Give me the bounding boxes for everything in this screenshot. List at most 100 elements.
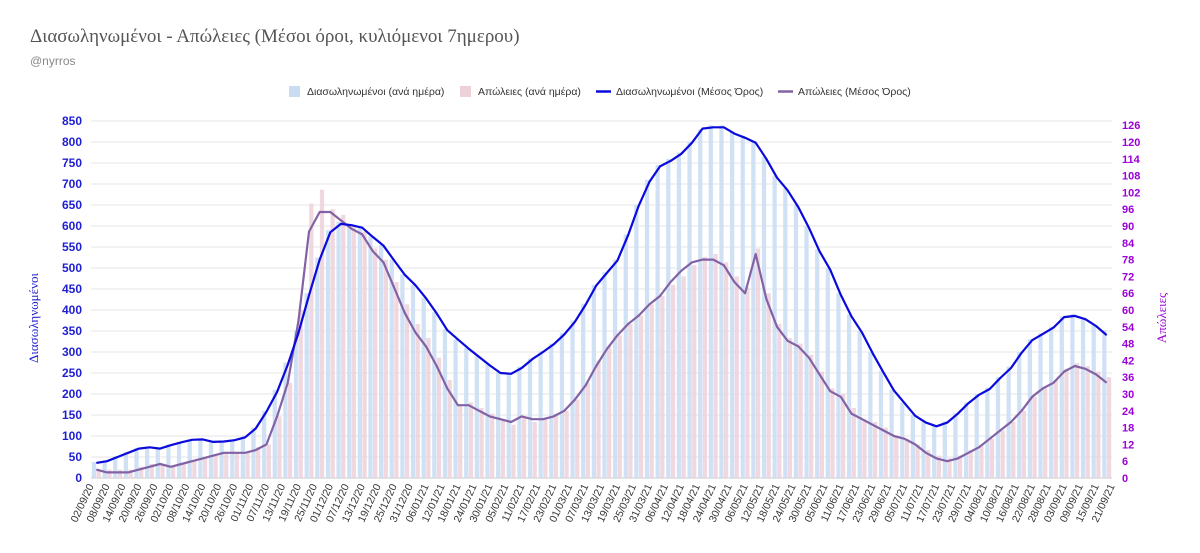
bar-deaths-daily xyxy=(298,310,303,478)
bar-intubated-daily xyxy=(464,347,469,478)
bar-deaths-daily xyxy=(521,416,527,478)
bar-deaths-daily xyxy=(330,209,335,478)
y-right-tick-label: 126 xyxy=(1122,120,1140,132)
y-right-tick-label: 6 xyxy=(1122,456,1128,468)
y-right-axis-title: Απώλειες xyxy=(1154,292,1169,343)
y-right-tick-label: 0 xyxy=(1122,473,1128,485)
legend: Διασωληνωμένοι (ανά ημέρα) Απώλειες (ανά … xyxy=(289,86,911,98)
bar-deaths-daily xyxy=(277,416,282,478)
bar-deaths-daily xyxy=(862,419,867,478)
bar-deaths-daily xyxy=(575,399,580,478)
bar-deaths-daily xyxy=(755,248,761,478)
bar-intubated-daily xyxy=(698,129,703,478)
bar-intubated-daily xyxy=(963,402,969,478)
bar-intubated-daily xyxy=(740,135,745,478)
bar-intubated-daily xyxy=(719,125,724,478)
bar-deaths-daily xyxy=(224,452,229,478)
bar-deaths-daily xyxy=(883,427,888,478)
bar-deaths-daily xyxy=(245,452,250,478)
y-right-tick-label: 84 xyxy=(1122,238,1135,250)
bar-deaths-daily xyxy=(809,354,814,478)
bar-deaths-daily xyxy=(362,231,367,478)
legend-label: Απώλειες (Μέσος Όρος) xyxy=(798,86,911,98)
bar-intubated-daily xyxy=(347,226,352,478)
bar-deaths-daily xyxy=(830,388,835,478)
bar-intubated-daily xyxy=(230,440,235,478)
bar-deaths-daily xyxy=(681,276,686,478)
bar-deaths-daily xyxy=(564,410,569,478)
bar-deaths-daily xyxy=(458,405,463,478)
bar-deaths-daily xyxy=(596,360,601,478)
bar-intubated-daily xyxy=(612,259,618,478)
bar-intubated-daily xyxy=(581,303,586,478)
bar-intubated-daily xyxy=(1017,352,1022,478)
bar-deaths-daily xyxy=(1043,388,1048,478)
y-left-tick-label: 0 xyxy=(75,471,82,485)
y-left-tick-label: 350 xyxy=(62,324,82,338)
bar-deaths-daily xyxy=(117,469,123,478)
bar-intubated-daily xyxy=(783,188,788,478)
bar-intubated-daily xyxy=(825,268,830,478)
bar-deaths-daily xyxy=(1053,380,1058,478)
bar-deaths-daily xyxy=(1000,430,1005,478)
bar-deaths-daily xyxy=(500,419,505,478)
bar-intubated-daily xyxy=(676,152,682,478)
bar-deaths-daily xyxy=(149,464,154,478)
bar-intubated-daily xyxy=(932,425,937,478)
bar-intubated-daily xyxy=(91,462,97,478)
bar-deaths-daily xyxy=(181,464,186,478)
bar-intubated-daily xyxy=(985,387,990,478)
bar-deaths-daily xyxy=(638,315,644,478)
bar-deaths-daily xyxy=(585,382,591,478)
bar-deaths-daily xyxy=(1032,396,1037,478)
bar-deaths-daily xyxy=(107,469,112,478)
bar-intubated-daily xyxy=(102,460,107,478)
bar-deaths-daily xyxy=(894,436,899,478)
bar-deaths-daily xyxy=(851,408,856,478)
bar-intubated-daily xyxy=(113,456,118,478)
bar-deaths-daily xyxy=(170,466,176,478)
y-right-tick-label: 36 xyxy=(1122,372,1134,384)
y-right-tick-label: 114 xyxy=(1122,154,1141,166)
y-right-tick-label: 54 xyxy=(1122,322,1135,334)
bar-deaths-daily xyxy=(957,455,963,478)
bar-intubated-daily xyxy=(517,366,522,478)
bar-deaths-daily xyxy=(904,438,910,478)
bar-intubated-daily xyxy=(495,372,501,478)
line-deaths-average xyxy=(96,210,1108,474)
bar-intubated-daily xyxy=(1059,316,1064,478)
bar-intubated-daily xyxy=(208,441,214,478)
y-right-tick-label: 18 xyxy=(1122,423,1134,435)
bar-deaths-daily xyxy=(777,324,782,478)
bar-intubated-daily xyxy=(293,331,299,478)
bar-intubated-daily xyxy=(123,451,129,478)
y-left-tick-label: 500 xyxy=(62,261,82,275)
bar-intubated-daily xyxy=(708,125,713,478)
bar-deaths-daily xyxy=(341,214,346,479)
bar-intubated-daily xyxy=(1027,339,1033,478)
bar-intubated-daily xyxy=(974,394,979,478)
bar-deaths-daily xyxy=(1011,422,1016,478)
bar-intubated-daily xyxy=(857,331,862,478)
bar-deaths-daily xyxy=(936,455,941,478)
y-right-tick-label: 48 xyxy=(1122,339,1134,351)
y-left-tick-label: 50 xyxy=(69,450,83,464)
bar-intubated-daily xyxy=(379,244,384,478)
bar-intubated-daily xyxy=(570,320,575,478)
daily-bars xyxy=(91,125,1112,479)
bar-deaths-daily xyxy=(479,408,484,478)
bar-deaths-daily xyxy=(745,287,750,478)
y-right-tick-label: 90 xyxy=(1122,221,1134,233)
bar-intubated-daily xyxy=(900,402,905,478)
bar-intubated-daily xyxy=(219,441,224,478)
bar-deaths-daily xyxy=(670,284,676,478)
y-right-tick-label: 96 xyxy=(1122,204,1134,216)
bar-intubated-daily xyxy=(804,226,809,478)
bar-intubated-daily xyxy=(389,259,394,478)
bar-intubated-daily xyxy=(1080,318,1086,478)
line-intubated-average xyxy=(96,126,1108,464)
y-left-tick-label: 850 xyxy=(62,114,82,128)
bar-deaths-daily xyxy=(734,276,739,478)
bar-intubated-daily xyxy=(432,312,437,478)
